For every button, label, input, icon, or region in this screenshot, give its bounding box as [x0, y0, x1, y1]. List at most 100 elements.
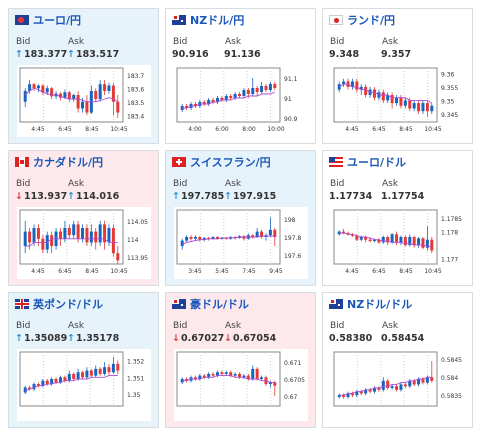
- ask-label: Ask: [68, 321, 85, 331]
- rate-card-cadjpy[interactable]: カナダドル/円 Bid Ask ↓113.937 ↑114.016 114.05 114 11…: [8, 150, 159, 286]
- arrow-up-icon: ↑: [15, 333, 23, 344]
- pair-title[interactable]: NZドル/ドル: [347, 298, 413, 311]
- card-header[interactable]: ユーロ/ドル: [329, 155, 406, 169]
- rate-card-nzdjpy[interactable]: NZドル/円 Bid Ask 90.916 91.136 91.1 91 90.9 4:00 6:…: [165, 8, 316, 144]
- pair-title[interactable]: ユーロ/円: [33, 14, 82, 27]
- pair-title[interactable]: 英ポンド/ドル: [33, 298, 104, 311]
- candle-body: [246, 375, 250, 379]
- x-tick-label: 6:45: [372, 126, 386, 133]
- card-header[interactable]: NZドル/円: [172, 13, 244, 27]
- card-header[interactable]: カナダドル/円: [15, 155, 103, 169]
- mini-chart[interactable]: 183.7 183.6 183.5 183.4 4:45 6:45 8:45 10:45: [17, 65, 151, 137]
- candle-body: [417, 103, 421, 112]
- ask-price: 0.58454: [381, 333, 425, 344]
- ask-value: ↑1.35178: [67, 333, 119, 344]
- candlestick-chart: 0.5845 0.584 0.5835: [331, 349, 465, 421]
- candle-body: [23, 90, 27, 102]
- pair-title[interactable]: ランド/円: [347, 14, 396, 27]
- mini-chart[interactable]: 1.352 1.351 1.35: [17, 349, 151, 421]
- rate-card-eurusd[interactable]: ユーロ/ドル Bid Ask 1.17734 1.17754 1.1785 1.178 1.1…: [322, 150, 473, 286]
- candle-body: [36, 384, 40, 386]
- plot-area: [19, 67, 124, 123]
- ask-value: ↑114.016: [67, 191, 119, 202]
- pair-title[interactable]: 豪ドル/ドル: [190, 298, 250, 311]
- rate-card-gbpusd[interactable]: 英ポンド/ドル Bid Ask ↑1.35089 ↑1.35178 1.352 1.351 1…: [8, 292, 159, 428]
- candle-body: [116, 253, 120, 261]
- arrow-up-icon: ↑: [224, 191, 232, 202]
- pair-title[interactable]: スイスフラン/円: [190, 156, 271, 169]
- y-tick-label: 0.6705: [284, 377, 305, 384]
- ask-label: Ask: [382, 179, 399, 189]
- rate-card-audusd[interactable]: 豪ドル/ドル Bid Ask ↓0.67027 ↓0.67054 0.671 0.6705 0…: [165, 292, 316, 428]
- ca-flag-icon: [15, 157, 29, 167]
- card-header[interactable]: 英ポンド/ドル: [15, 297, 103, 311]
- pair-title[interactable]: ユーロ/ドル: [347, 156, 407, 169]
- bid-label: Bid: [330, 321, 345, 331]
- x-tick-label: 8:45: [399, 126, 413, 133]
- mini-chart[interactable]: 9.36 9.355 9.35 9.345 4:45 6:45 8:45 10:45: [331, 65, 465, 137]
- x-tick-label: 5:45: [215, 268, 229, 275]
- rate-card-eurjpy[interactable]: ユーロ/円 Bid Ask ↑183.377 ↑183.517 183.7 183.6 183…: [8, 8, 159, 144]
- ask-price: 1.17754: [381, 191, 425, 202]
- candle-body: [103, 224, 107, 243]
- arrow-up-icon: ↑: [172, 191, 180, 202]
- candle-body: [386, 95, 390, 101]
- y-tick-label: 0.584: [441, 375, 458, 382]
- candle-body: [67, 373, 71, 381]
- candle-body: [111, 85, 115, 102]
- y-tick-label: 1.352: [127, 358, 144, 365]
- rate-card-zarjpy[interactable]: ランド/円 Bid Ask 9.348 9.357 9.36 9.355 9.35 9.345 4…: [322, 8, 473, 144]
- candlestick-chart: 1.1785 1.178 1.177 4:45 6:45 8:45 10:45: [331, 207, 465, 279]
- ask-price: 114.016: [75, 191, 120, 202]
- y-tick-label: 0.67: [284, 394, 298, 401]
- candle-body: [107, 228, 111, 243]
- candle-body: [107, 85, 111, 91]
- candle-body: [207, 100, 211, 104]
- candle-body: [50, 88, 54, 97]
- candle-body: [23, 231, 27, 246]
- rate-card-chfjpy[interactable]: スイスフラン/円 Bid Ask ↑197.785 ↑197.915 198 197.8 19…: [165, 150, 316, 286]
- card-header[interactable]: 豪ドル/ドル: [172, 297, 249, 311]
- y-tick-label: 114: [127, 237, 139, 244]
- mini-chart[interactable]: 114.05 114 113.95 4:45 6:45 8:45 10:45: [17, 207, 151, 279]
- candle-body: [238, 94, 242, 96]
- card-header[interactable]: ユーロ/円: [15, 13, 81, 27]
- bid-value: ↑197.785: [172, 191, 224, 202]
- moving-average-line: [339, 376, 432, 396]
- card-header[interactable]: NZドル/ドル: [329, 297, 412, 311]
- card-header[interactable]: ランド/円: [329, 13, 395, 27]
- bid-price: 1.35089: [23, 333, 68, 344]
- bid-label: Bid: [330, 179, 345, 189]
- pair-title[interactable]: カナダドル/円: [33, 156, 104, 169]
- gb-flag-icon: [15, 299, 29, 309]
- candle-body: [36, 228, 40, 239]
- plot-area: [19, 351, 124, 407]
- mini-chart[interactable]: 0.671 0.6705 0.67: [174, 349, 308, 421]
- rate-card-nzdusd[interactable]: NZドル/ドル Bid Ask 0.58380 0.58454 0.5845 0.584 0.…: [322, 292, 473, 428]
- candle-body: [220, 237, 224, 239]
- candle-body: [233, 373, 237, 376]
- y-tick-label: 9.345: [441, 112, 458, 119]
- candle-body: [233, 94, 237, 98]
- candle-body: [425, 103, 429, 112]
- moving-average-line: [182, 375, 275, 383]
- pair-title[interactable]: NZドル/円: [190, 14, 245, 27]
- mini-chart[interactable]: 198 197.8 197.6 3:45 5:45 7:45 9:45: [174, 207, 308, 279]
- y-tick-label: 9.355: [441, 85, 458, 92]
- mini-chart[interactable]: 0.5845 0.584 0.5835: [331, 349, 465, 421]
- candle-body: [63, 377, 67, 381]
- arrow-up-icon: ↑: [15, 49, 23, 60]
- x-tick-label: 10:45: [424, 126, 441, 133]
- candle-body: [251, 235, 255, 237]
- ask-value: 0.58454: [381, 333, 424, 344]
- bid-price: 197.785: [180, 191, 225, 202]
- candle-body: [50, 235, 54, 246]
- candle-body: [403, 384, 407, 387]
- candle-body: [224, 96, 228, 100]
- candle-body: [372, 89, 376, 98]
- candle-body: [242, 90, 246, 96]
- card-header[interactable]: スイスフラン/円: [172, 155, 271, 169]
- mini-chart[interactable]: 1.1785 1.178 1.177 4:45 6:45 8:45 10:45: [331, 207, 465, 279]
- x-tick-label: 8:45: [85, 268, 99, 275]
- mini-chart[interactable]: 91.1 91 90.9 4:00 6:00 8:00 10:00: [174, 65, 308, 137]
